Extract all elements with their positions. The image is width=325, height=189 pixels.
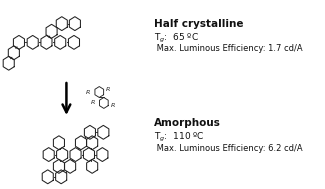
Text: R: R: [86, 90, 91, 94]
Text: Max. Luminous Efficiency: 1.7 cd/A: Max. Luminous Efficiency: 1.7 cd/A: [154, 44, 303, 53]
Text: Half crystalline: Half crystalline: [154, 19, 243, 29]
Text: R: R: [91, 100, 95, 105]
Text: Amorphous: Amorphous: [154, 118, 221, 128]
Text: R: R: [111, 103, 115, 108]
Text: Max. Luminous Efficiency: 6.2 cd/A: Max. Luminous Efficiency: 6.2 cd/A: [154, 144, 303, 153]
Text: R: R: [106, 87, 111, 91]
Text: T$_g$:  110 ºC: T$_g$: 110 ºC: [154, 131, 205, 144]
Text: T$_g$:  65 ºC: T$_g$: 65 ºC: [154, 31, 199, 45]
